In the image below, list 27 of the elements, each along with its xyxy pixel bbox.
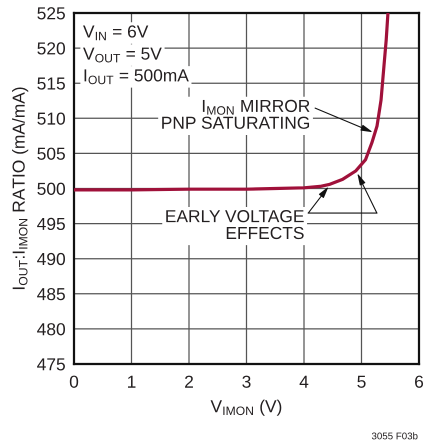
y-axis-title: I$_{OUT}$:I$_{IMON}$ RATIO (mA/mA) xyxy=(12,87,28,290)
text: 3055 F03b xyxy=(372,432,418,440)
annotation: EARLY VOLTAGE EFFECTS xyxy=(166,210,304,240)
y-tick-label: 485 xyxy=(37,288,65,300)
y-tick-label: 515 xyxy=(37,78,65,90)
annotation: I$_{MON}$ MIRROR PNP SATURATING xyxy=(162,100,310,129)
x-axis-title: V$_{IMON}$ (V) xyxy=(210,400,282,416)
annotation: I$_{OUT}$ = 500mA xyxy=(84,69,189,84)
x-tick-label: 5 xyxy=(357,376,366,388)
y-tick-label: 490 xyxy=(37,252,65,266)
x-tick-label: 2 xyxy=(185,376,193,388)
x-tick-label: 3 xyxy=(242,376,251,388)
x-tick-label: 0 xyxy=(70,376,78,388)
line-series xyxy=(74,13,390,192)
annotation: V$_{IN}$ = 6V xyxy=(83,25,148,40)
y-tick-label: 510 xyxy=(37,112,65,125)
y-tick-label: 505 xyxy=(37,148,65,160)
y-tick-label: 525 xyxy=(37,7,65,20)
y-tick-label: 500 xyxy=(37,182,65,195)
annotation: V$_{OUT}$ = 5V xyxy=(83,48,162,62)
x-tick-label: 1 xyxy=(128,376,136,388)
y-tick-label: 495 xyxy=(37,218,65,230)
x-tick-label: 6 xyxy=(415,376,424,388)
y-tick-label: 475 xyxy=(37,358,65,370)
y-tick-label: 520 xyxy=(37,42,65,55)
x-tick-label: 4 xyxy=(300,376,308,388)
y-tick-label: 480 xyxy=(37,323,65,336)
